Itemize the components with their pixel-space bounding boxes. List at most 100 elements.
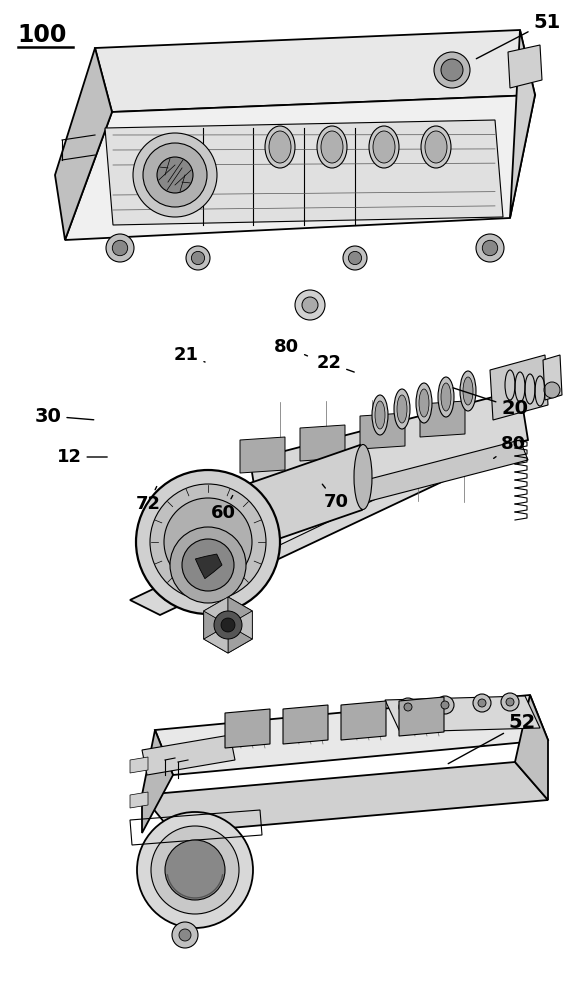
Polygon shape <box>130 430 520 615</box>
Circle shape <box>221 618 235 632</box>
Polygon shape <box>490 355 548 420</box>
Ellipse shape <box>354 444 372 510</box>
Circle shape <box>441 59 463 81</box>
Polygon shape <box>228 625 252 653</box>
Ellipse shape <box>321 131 343 163</box>
Polygon shape <box>105 120 503 225</box>
Polygon shape <box>130 757 148 773</box>
Polygon shape <box>360 413 405 449</box>
Ellipse shape <box>463 377 473 405</box>
Circle shape <box>151 826 239 914</box>
Text: 80: 80 <box>494 435 526 458</box>
Text: 12: 12 <box>57 448 107 466</box>
Circle shape <box>172 922 198 948</box>
Circle shape <box>441 701 449 709</box>
Polygon shape <box>341 701 386 740</box>
Circle shape <box>295 290 325 320</box>
Polygon shape <box>95 30 535 112</box>
Polygon shape <box>65 95 535 240</box>
Circle shape <box>404 703 412 711</box>
Polygon shape <box>55 48 112 240</box>
Circle shape <box>506 698 514 706</box>
Circle shape <box>133 133 217 217</box>
Ellipse shape <box>394 389 410 429</box>
Circle shape <box>544 382 560 398</box>
Polygon shape <box>228 597 252 625</box>
Circle shape <box>478 699 486 707</box>
Polygon shape <box>225 709 270 748</box>
Circle shape <box>434 52 470 88</box>
Circle shape <box>399 698 417 716</box>
Ellipse shape <box>460 371 476 411</box>
Circle shape <box>165 840 225 900</box>
Polygon shape <box>195 470 290 540</box>
Polygon shape <box>204 611 228 639</box>
Polygon shape <box>142 735 235 775</box>
Ellipse shape <box>265 126 295 168</box>
Text: 60: 60 <box>211 495 236 522</box>
Polygon shape <box>399 697 444 736</box>
Polygon shape <box>228 611 252 639</box>
Text: 100: 100 <box>18 23 67 47</box>
Polygon shape <box>250 440 528 530</box>
Polygon shape <box>300 425 345 461</box>
Text: 22: 22 <box>316 354 355 372</box>
Polygon shape <box>150 415 520 600</box>
Polygon shape <box>195 554 222 579</box>
Circle shape <box>112 240 128 256</box>
Circle shape <box>157 157 193 193</box>
Polygon shape <box>142 730 173 833</box>
Ellipse shape <box>438 377 454 417</box>
Circle shape <box>143 143 207 207</box>
Ellipse shape <box>397 395 407 423</box>
Ellipse shape <box>317 126 347 168</box>
Polygon shape <box>510 30 535 218</box>
Ellipse shape <box>375 401 385 429</box>
Text: 52: 52 <box>448 714 536 764</box>
Circle shape <box>164 498 252 586</box>
Text: 21: 21 <box>174 346 205 364</box>
Ellipse shape <box>372 395 388 435</box>
Polygon shape <box>130 792 148 808</box>
Polygon shape <box>142 762 548 833</box>
Circle shape <box>482 240 498 256</box>
Ellipse shape <box>441 383 451 411</box>
Circle shape <box>302 297 318 313</box>
Polygon shape <box>283 705 328 744</box>
Circle shape <box>349 251 362 265</box>
Circle shape <box>137 812 253 928</box>
Polygon shape <box>230 445 362 555</box>
Circle shape <box>179 929 191 941</box>
Polygon shape <box>250 390 528 510</box>
Polygon shape <box>204 625 228 653</box>
Circle shape <box>136 470 280 614</box>
Circle shape <box>476 234 504 262</box>
Text: 72: 72 <box>136 486 160 513</box>
Polygon shape <box>204 597 228 625</box>
Circle shape <box>191 251 205 265</box>
Polygon shape <box>155 695 548 775</box>
Polygon shape <box>240 437 285 473</box>
Ellipse shape <box>416 383 432 423</box>
Ellipse shape <box>421 126 451 168</box>
Circle shape <box>343 246 367 270</box>
Polygon shape <box>515 695 548 800</box>
Ellipse shape <box>425 131 447 163</box>
Ellipse shape <box>269 131 291 163</box>
Polygon shape <box>204 597 252 653</box>
Circle shape <box>214 611 242 639</box>
Circle shape <box>170 527 246 603</box>
Polygon shape <box>420 401 465 437</box>
Ellipse shape <box>373 131 395 163</box>
Circle shape <box>501 693 519 711</box>
Polygon shape <box>543 355 562 400</box>
Circle shape <box>182 539 234 591</box>
Circle shape <box>186 246 210 270</box>
Polygon shape <box>385 696 540 732</box>
Text: 51: 51 <box>476 12 560 59</box>
Text: 70: 70 <box>322 484 349 511</box>
Text: 20: 20 <box>453 388 528 418</box>
Circle shape <box>150 484 266 600</box>
Circle shape <box>473 694 491 712</box>
Ellipse shape <box>369 126 399 168</box>
